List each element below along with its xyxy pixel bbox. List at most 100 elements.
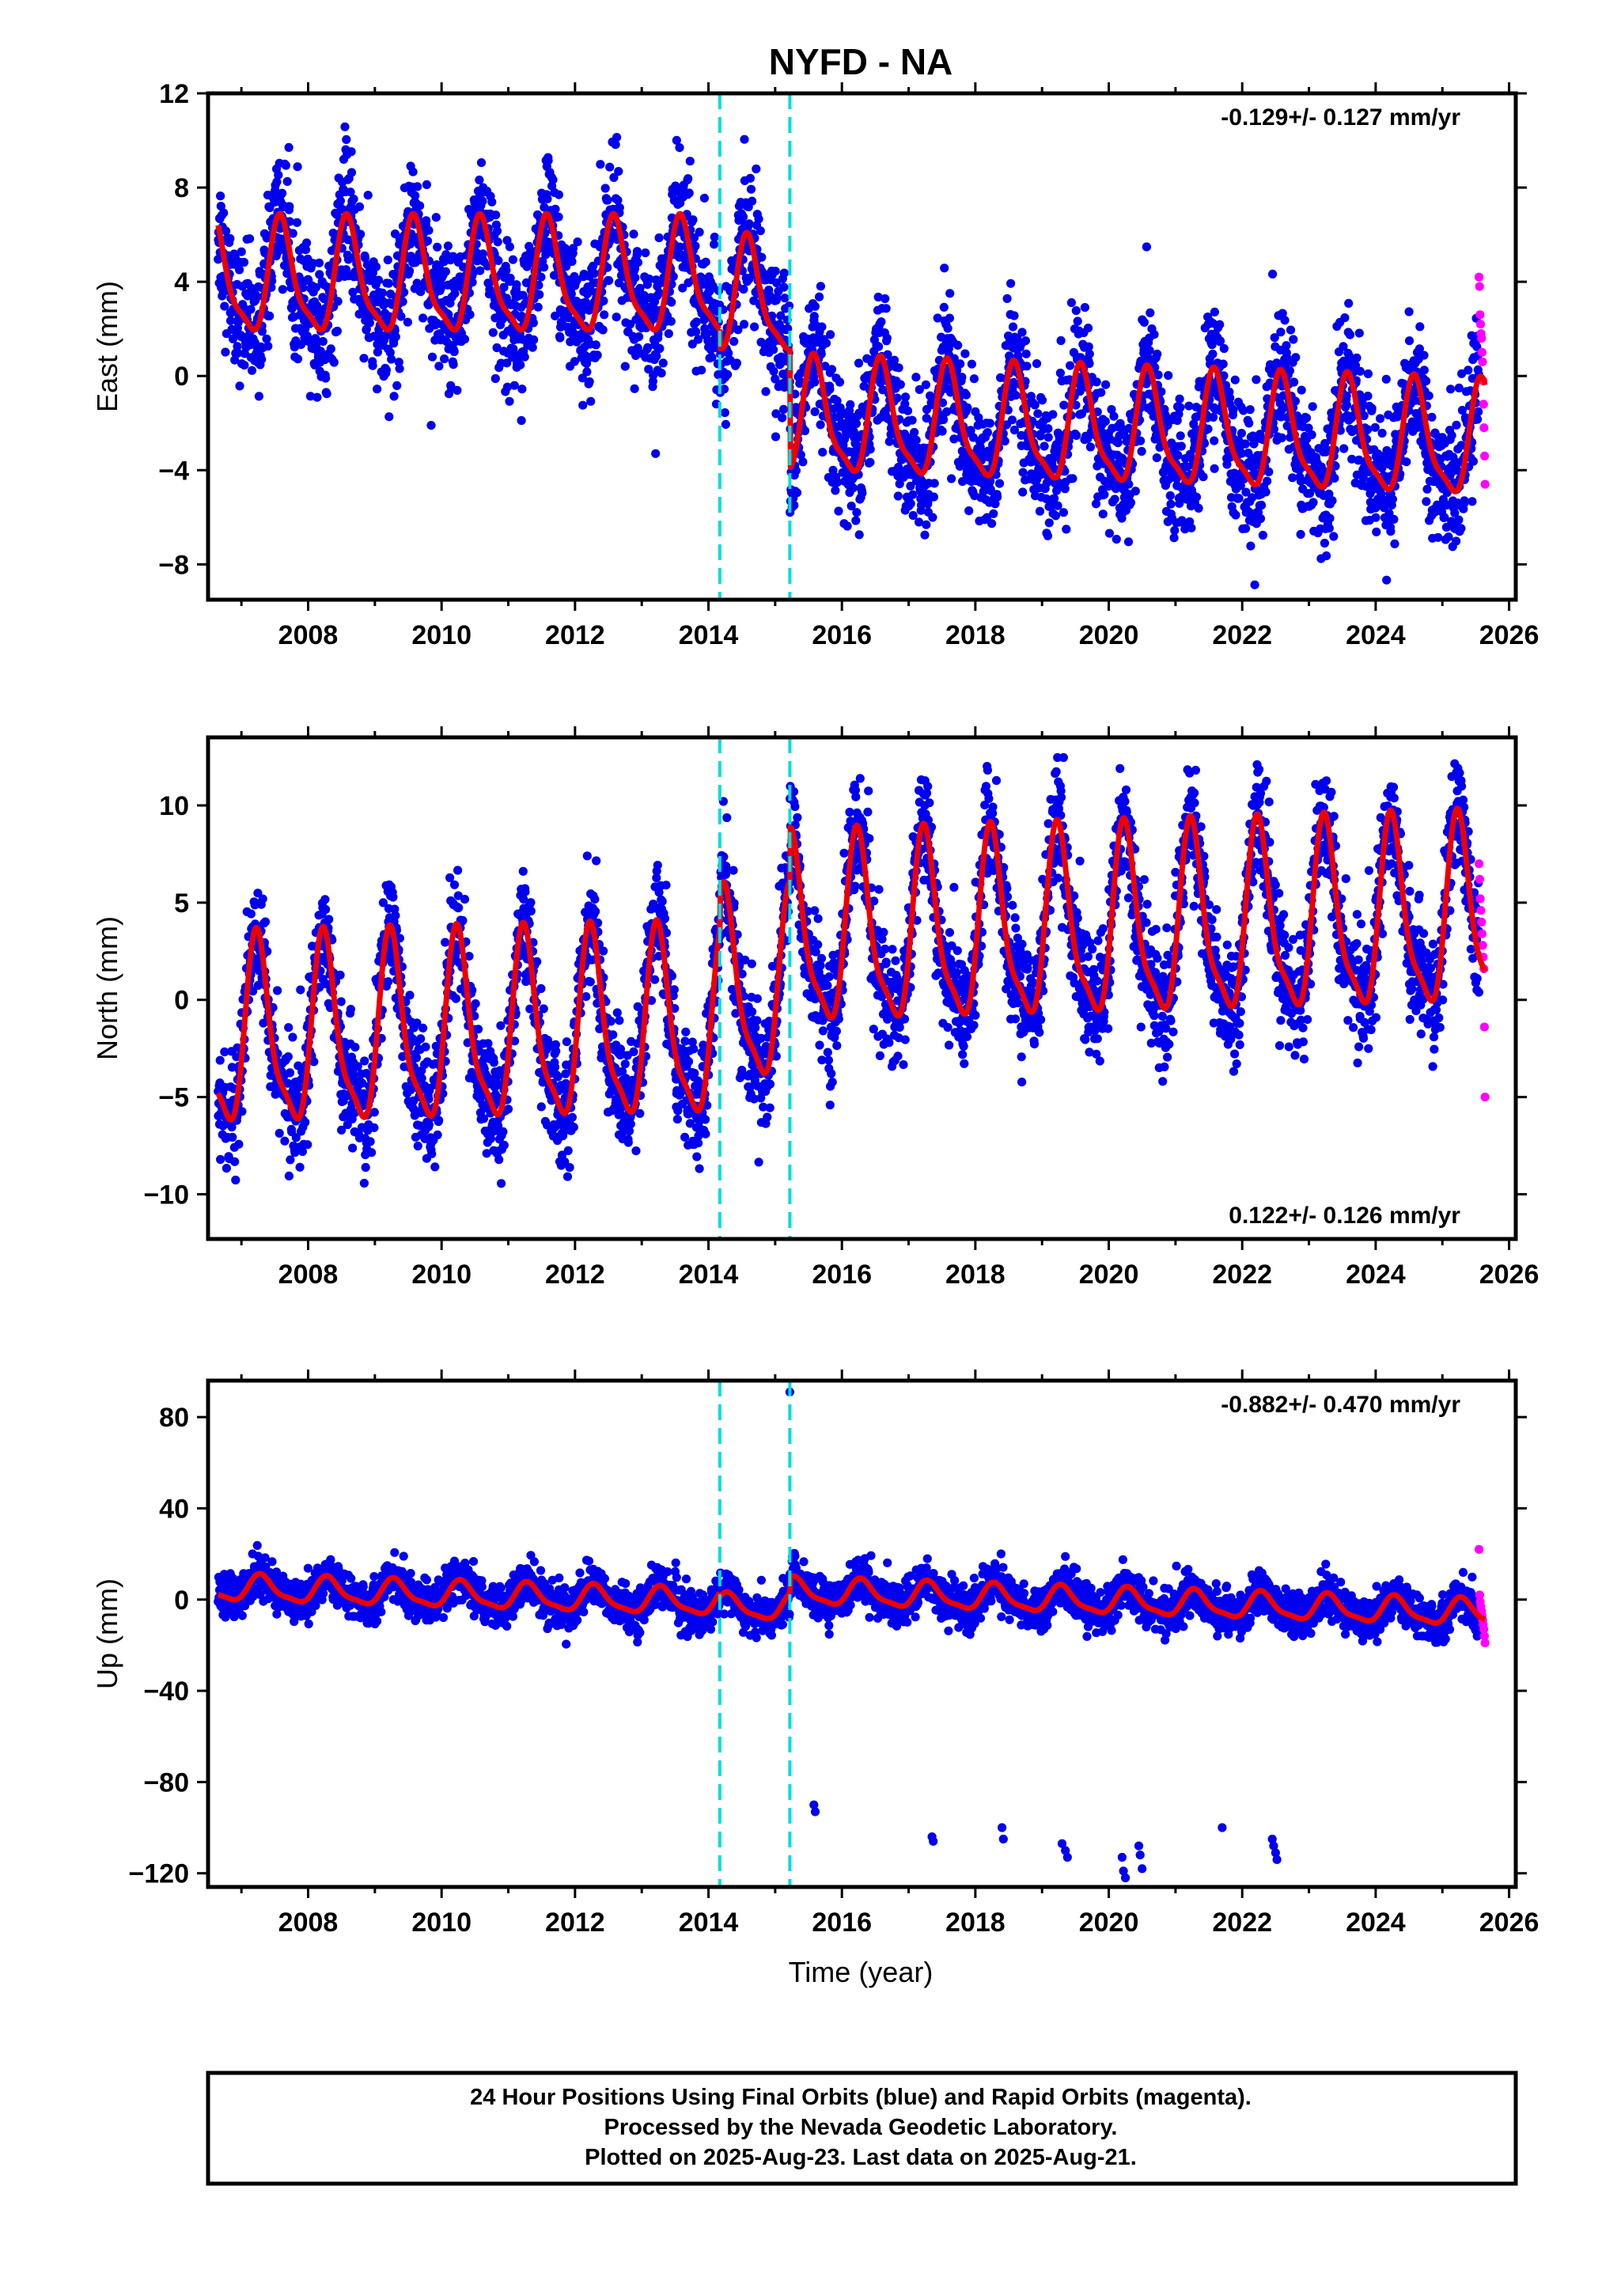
x-tick-label: 2010 bbox=[411, 620, 472, 650]
final-orbit-point bbox=[555, 333, 565, 343]
final-orbit-point bbox=[1404, 307, 1414, 316]
final-orbit-point bbox=[360, 1056, 369, 1066]
final-orbit-point bbox=[1422, 484, 1432, 494]
final-orbit-point bbox=[1325, 513, 1335, 523]
final-orbit-point bbox=[1246, 541, 1255, 551]
final-orbit-point bbox=[1261, 487, 1271, 497]
final-orbit-point bbox=[892, 393, 902, 403]
final-orbit-point bbox=[440, 354, 449, 364]
final-orbit-point bbox=[1040, 441, 1049, 451]
final-orbit-point bbox=[1381, 374, 1391, 384]
final-orbit-point bbox=[1059, 508, 1068, 517]
final-orbit-point bbox=[635, 283, 645, 293]
final-orbit-point bbox=[614, 167, 623, 176]
final-orbit-point bbox=[851, 419, 862, 429]
final-orbit-point bbox=[1210, 436, 1219, 445]
final-orbit-point bbox=[598, 325, 608, 335]
final-orbit-point bbox=[1021, 336, 1030, 346]
final-orbit-point bbox=[921, 380, 930, 389]
final-orbit-point bbox=[433, 1130, 442, 1139]
final-orbit-point bbox=[1422, 497, 1431, 506]
final-orbit-point bbox=[394, 358, 403, 367]
rapid-orbit-point bbox=[1479, 400, 1488, 409]
final-orbit-point bbox=[295, 1162, 305, 1172]
final-orbit-point bbox=[346, 1005, 355, 1014]
final-orbit-point bbox=[750, 322, 759, 332]
final-orbit-point bbox=[724, 348, 733, 358]
final-orbit-point bbox=[908, 490, 918, 499]
final-orbit-point bbox=[1085, 349, 1094, 358]
final-orbit-point bbox=[274, 170, 283, 180]
final-orbit-point bbox=[1354, 328, 1364, 338]
final-orbit-point bbox=[359, 354, 369, 363]
chart-title: NYFD - NA bbox=[769, 41, 953, 82]
final-orbit-point bbox=[342, 135, 351, 144]
final-orbit-point bbox=[413, 182, 422, 191]
final-orbit-point bbox=[1464, 366, 1473, 375]
final-orbit-point bbox=[915, 385, 924, 394]
final-orbit-point bbox=[809, 312, 819, 321]
final-orbit-point bbox=[883, 350, 892, 359]
final-orbit-point bbox=[567, 256, 577, 267]
final-orbit-point bbox=[361, 1162, 370, 1173]
final-orbit-point bbox=[296, 985, 305, 995]
final-orbit-point bbox=[360, 253, 370, 263]
final-orbit-point bbox=[985, 419, 994, 428]
final-orbit-point bbox=[757, 252, 767, 262]
final-orbit-point bbox=[1199, 472, 1208, 482]
final-orbit-point bbox=[535, 290, 544, 299]
final-orbit-point bbox=[395, 364, 404, 373]
final-orbit-point bbox=[237, 247, 246, 256]
final-orbit-point bbox=[391, 911, 400, 920]
y-tick-label: 8 bbox=[174, 173, 189, 203]
final-orbit-point bbox=[554, 190, 564, 199]
final-orbit-point bbox=[791, 466, 801, 475]
final-orbit-point bbox=[1377, 428, 1387, 438]
final-orbit-point bbox=[906, 481, 915, 491]
final-orbit-point bbox=[792, 488, 802, 498]
final-orbit-point bbox=[422, 180, 432, 189]
final-orbit-point bbox=[465, 310, 475, 320]
final-orbit-point bbox=[1166, 499, 1176, 509]
final-orbit-point bbox=[245, 234, 255, 244]
final-orbit-point bbox=[1452, 420, 1461, 430]
final-orbit-point bbox=[528, 318, 538, 328]
final-orbit-point bbox=[1446, 385, 1456, 394]
final-orbit-point bbox=[502, 358, 512, 368]
final-orbit-point bbox=[384, 412, 394, 422]
final-orbit-point bbox=[1291, 353, 1301, 362]
plot-area bbox=[214, 752, 1490, 1188]
final-orbit-point bbox=[1370, 422, 1380, 432]
final-orbit-point bbox=[363, 191, 373, 200]
final-orbit-point bbox=[1376, 414, 1385, 423]
final-orbit-point bbox=[691, 327, 701, 336]
final-orbit-point bbox=[368, 361, 377, 370]
final-orbit-point bbox=[893, 491, 903, 501]
x-tick-label: 2026 bbox=[1479, 620, 1540, 650]
final-orbit-point bbox=[810, 301, 820, 311]
final-orbit-point bbox=[945, 289, 955, 298]
final-orbit-point bbox=[1110, 494, 1119, 504]
final-orbit-point bbox=[1371, 513, 1380, 522]
final-orbit-point bbox=[315, 270, 324, 279]
final-orbit-point bbox=[740, 135, 749, 144]
final-orbit-point bbox=[506, 273, 515, 283]
final-orbit-point bbox=[1352, 353, 1362, 362]
final-orbit-point bbox=[684, 188, 694, 198]
final-orbit-point bbox=[816, 282, 825, 291]
final-orbit-point bbox=[275, 1128, 284, 1138]
final-orbit-point bbox=[233, 342, 242, 351]
final-orbit-point bbox=[391, 332, 400, 342]
final-orbit-point bbox=[771, 432, 781, 441]
final-orbit-point bbox=[1100, 490, 1109, 499]
final-orbit-point bbox=[922, 520, 931, 529]
final-orbit-point bbox=[615, 203, 624, 213]
final-orbit-point bbox=[908, 510, 918, 521]
final-orbit-point bbox=[1032, 359, 1042, 369]
final-orbit-point bbox=[404, 266, 415, 276]
rapid-orbit-point bbox=[1475, 320, 1486, 329]
final-orbit-point bbox=[433, 242, 442, 252]
final-orbit-point bbox=[478, 196, 487, 206]
final-orbit-point bbox=[1322, 551, 1331, 561]
rapid-orbit-point bbox=[1475, 310, 1485, 320]
